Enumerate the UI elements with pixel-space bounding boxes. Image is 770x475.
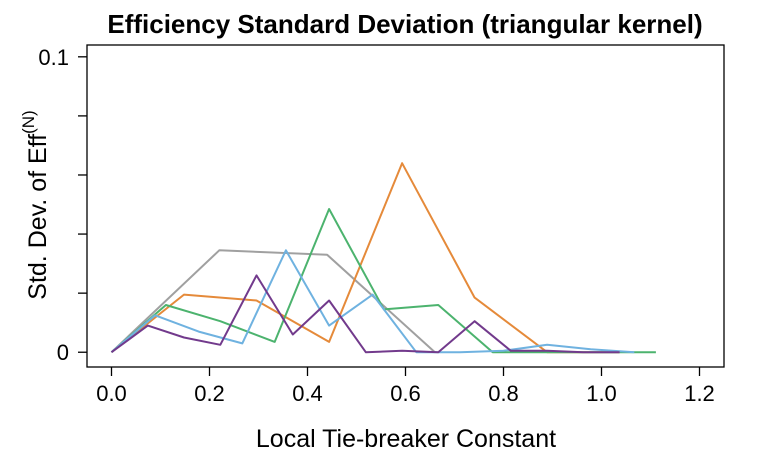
y-tick-label: 0.1 [38,45,69,70]
y-axis-label-text: Std. Dev. of Eff [24,134,52,300]
series-line-2 [110,162,620,354]
x-tick-label: 1.2 [684,381,715,406]
y-axis-label-group: Std. Dev. of Eff(N) [19,110,52,299]
y-axis-label-superscript: (N) [19,110,38,134]
x-tick-label: 1.0 [586,381,617,406]
x-axis: 0.0 0.2 0.4 0.6 0.8 1.0 1.2 [96,367,715,406]
chart-title: Efficiency Standard Deviation (triangula… [107,9,702,39]
plot-frame [86,44,725,368]
series-line-5 [110,274,620,354]
x-tick-label: 0.4 [292,381,323,406]
y-axis-label: Std. Dev. of Eff(N) [19,110,52,299]
x-tick-label: 0.6 [390,381,421,406]
series-layer [110,162,656,354]
x-tick-label: 0.2 [194,381,225,406]
y-tick-label: 0 [57,340,69,365]
x-tick-label: 0.0 [96,381,127,406]
series-line-3 [110,208,656,354]
x-axis-label: Local Tie-breaker Constant [256,425,556,453]
x-tick-label: 0.8 [488,381,519,406]
series-line-4 [110,249,635,354]
y-axis: 00.1 [38,45,87,365]
